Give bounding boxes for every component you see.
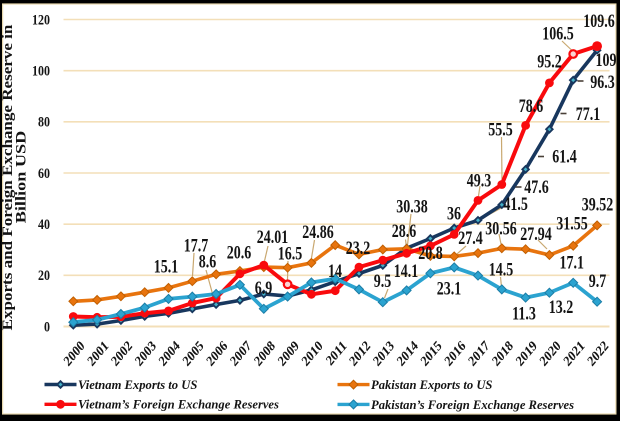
svg-text:61.4: 61.4 [552, 146, 576, 167]
svg-text:78.6: 78.6 [519, 95, 543, 116]
svg-text:95.2: 95.2 [537, 51, 561, 72]
svg-text:20.8: 20.8 [418, 242, 442, 263]
svg-text:Exports and Foreign Exchange R: Exports and Foreign Exchange Reserve in [0, 24, 15, 330]
svg-text:100: 100 [32, 62, 50, 78]
svg-text:13.2: 13.2 [549, 296, 573, 317]
svg-text:30.56: 30.56 [485, 218, 516, 239]
svg-text:49.3: 49.3 [467, 170, 491, 191]
svg-text:31.55: 31.55 [556, 213, 587, 234]
svg-text:6.9: 6.9 [255, 277, 272, 298]
svg-text:8.6: 8.6 [199, 251, 216, 272]
svg-text:16.5: 16.5 [278, 243, 302, 264]
svg-text:Pakistan Exports to US: Pakistan Exports to US [371, 378, 492, 392]
svg-text:17.1: 17.1 [559, 251, 583, 272]
svg-text:36: 36 [447, 203, 461, 224]
svg-text:11.3: 11.3 [512, 303, 536, 324]
svg-text:9.5: 9.5 [374, 270, 391, 291]
svg-text:9.7: 9.7 [589, 270, 606, 291]
svg-text:106.5: 106.5 [542, 23, 573, 44]
svg-text:40: 40 [38, 216, 50, 232]
svg-text:Vietnam Exports to US: Vietnam Exports to US [78, 378, 197, 392]
svg-text:77.1: 77.1 [576, 103, 600, 124]
svg-text:Billion USD: Billion USD [12, 131, 29, 224]
svg-text:0: 0 [44, 318, 50, 334]
svg-text:30.38: 30.38 [396, 196, 427, 217]
svg-text:Vietnam’s Foreign Exchange Res: Vietnam’s Foreign Exchange Reserves [78, 398, 279, 412]
svg-text:20.6: 20.6 [227, 242, 251, 263]
svg-text:14.1: 14.1 [394, 260, 418, 281]
svg-text:23.2: 23.2 [346, 237, 370, 258]
svg-text:96.3: 96.3 [590, 71, 614, 92]
svg-text:60: 60 [38, 165, 50, 181]
svg-text:15.1: 15.1 [154, 256, 178, 277]
svg-text:41.5: 41.5 [503, 193, 527, 214]
svg-text:109.6: 109.6 [583, 10, 614, 31]
svg-text:27.4: 27.4 [458, 227, 482, 248]
svg-text:80: 80 [38, 114, 50, 130]
svg-text:109: 109 [596, 49, 617, 70]
svg-text:24.01: 24.01 [257, 226, 288, 247]
svg-text:28.6: 28.6 [392, 220, 416, 241]
svg-text:47.6: 47.6 [524, 176, 548, 197]
svg-text:23.1: 23.1 [437, 278, 461, 299]
svg-text:20: 20 [38, 267, 50, 283]
svg-text:55.5: 55.5 [488, 119, 512, 140]
svg-text:17.7: 17.7 [184, 235, 208, 256]
svg-text:39.52: 39.52 [582, 194, 613, 215]
svg-text:24.86: 24.86 [302, 221, 333, 242]
svg-text:120: 120 [32, 11, 50, 27]
svg-text:14.5: 14.5 [489, 259, 513, 280]
svg-text:Pakistan’s Foreign Exchange Re: Pakistan’s Foreign Exchange Reserves [371, 398, 574, 412]
svg-text:27.94: 27.94 [520, 223, 551, 244]
svg-text:14: 14 [328, 260, 342, 281]
